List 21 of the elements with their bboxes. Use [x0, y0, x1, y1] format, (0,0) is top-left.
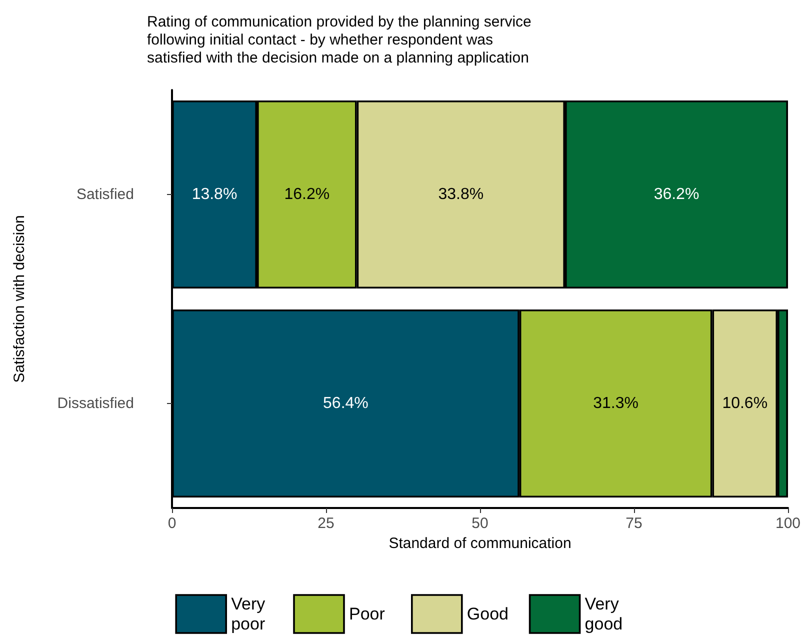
data-label: 33.8% [438, 186, 484, 203]
y-tick-label: Dissatisfied [57, 395, 134, 412]
data-label: 31.3% [593, 395, 639, 412]
chart-title: Rating of communication provided by the planning service following initial contact - by whether respondent was satisfied with the decision made on a planning application [147, 14, 532, 66]
y-tick-label: Satisfied [76, 186, 134, 203]
x-tick-label: 100 [775, 515, 801, 532]
data-label: 36.2% [654, 186, 700, 203]
data-label: 56.4% [323, 395, 368, 412]
x-axis-title: Standard of communication [388, 534, 572, 552]
x-tick-label: 25 [318, 515, 334, 532]
legend-label: Very good [584, 594, 624, 634]
x-tick-label: 0 [168, 515, 176, 532]
y-axis-title: Satisfaction with decision [11, 215, 28, 383]
legend-label: Good [466, 604, 508, 624]
data-label: 16.2% [284, 186, 330, 203]
x-tick-label: 50 [472, 515, 488, 532]
x-tick-label: 75 [626, 515, 642, 532]
legend-label: Poor [349, 604, 386, 624]
data-label: 10.6% [722, 395, 768, 412]
data-label: 13.8% [192, 186, 238, 203]
legend-label: Very poor [231, 594, 270, 634]
